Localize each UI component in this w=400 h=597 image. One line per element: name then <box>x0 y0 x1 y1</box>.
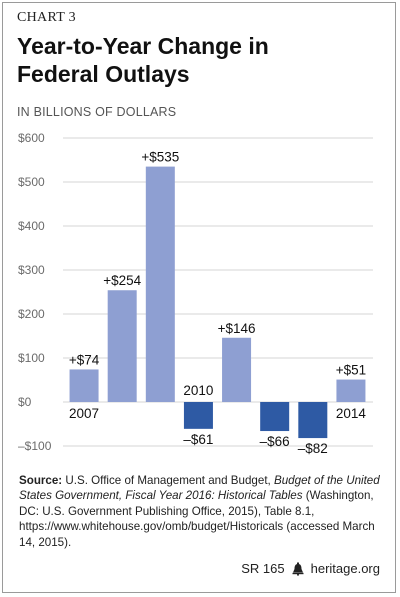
y-tick-label: $100 <box>18 351 45 365</box>
source-text-2: (Washington, DC: U.S. Government Publish… <box>19 489 375 549</box>
y-tick-label: $0 <box>18 395 32 409</box>
source-label: Source: <box>19 474 63 487</box>
bar-chart: $600 $500 $400 $300 $200 $100 $0 –$100 +$74 +$254… <box>18 131 373 456</box>
data-label: –$66 <box>260 434 290 449</box>
data-label: +$51 <box>336 363 366 378</box>
y-tick-label: $400 <box>18 219 45 233</box>
bar <box>145 166 175 402</box>
chart-frame <box>2 2 396 593</box>
data-label: +$74 <box>69 352 100 367</box>
data-label: –$82 <box>298 441 328 456</box>
x-year-label: 2014 <box>336 406 367 421</box>
y-tick-label: $600 <box>18 131 45 145</box>
bar <box>336 379 366 402</box>
bar <box>222 337 252 402</box>
source-publication: Budget of the United States Government, … <box>19 474 380 503</box>
x-year-label: 2007 <box>69 406 99 421</box>
y-tick-label: $500 <box>18 175 45 189</box>
source-text-1: U.S. Office of Management and Budget, <box>62 474 274 487</box>
bar <box>298 402 328 439</box>
title-line-1: Year-to-Year Change in <box>17 33 269 59</box>
report-id: SR 165 <box>241 561 285 576</box>
bar <box>183 402 213 429</box>
y-tick-label: $300 <box>18 263 45 277</box>
y-tick-label: $200 <box>18 307 45 321</box>
chart-subtitle: IN BILLIONS OF DOLLARS <box>17 105 177 119</box>
source-note: Source: U.S. Office of Management and Bu… <box>19 473 381 550</box>
title-line-2: Federal Outlays <box>17 61 190 87</box>
bar <box>260 402 290 432</box>
footer: SR 165 heritage.org <box>241 561 380 576</box>
liberty-bell-icon <box>292 562 304 576</box>
data-label: +$146 <box>218 321 256 336</box>
x-year-label: 2010 <box>183 383 213 398</box>
chart-number: CHART 3 <box>17 10 76 25</box>
bar <box>107 290 137 402</box>
data-label: +$254 <box>103 273 141 288</box>
bar <box>69 369 99 402</box>
data-label: +$535 <box>141 150 179 165</box>
site-name: heritage.org <box>310 561 380 576</box>
chart-title: Year-to-Year Change in Federal Outlays <box>17 32 377 88</box>
y-tick-label: –$100 <box>18 439 52 453</box>
data-label: –$61 <box>183 432 213 447</box>
